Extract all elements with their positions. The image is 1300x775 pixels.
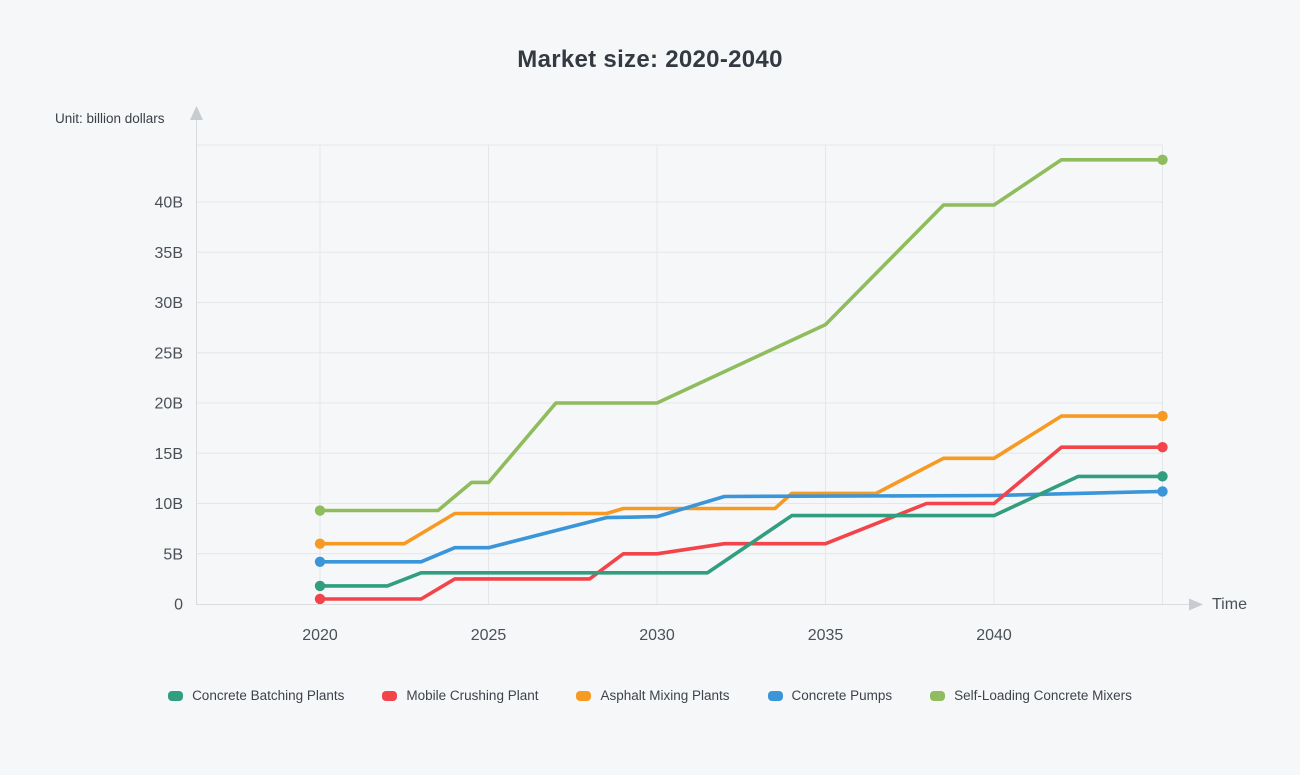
series-line-asphalt-mixing-plants	[318, 414, 1165, 546]
x-axis-time-label: Time	[1212, 596, 1247, 613]
y-tick-label: 20B	[155, 396, 183, 413]
y-tick-label: 30B	[155, 295, 183, 312]
legend-item-concrete-pumps[interactable]: Concrete Pumps	[767, 688, 893, 703]
legend: Concrete Batching Plants Mobile Crushing …	[0, 688, 1300, 703]
x-tick-label: 2020	[302, 627, 338, 644]
legend-item-label: Concrete Pumps	[791, 688, 893, 703]
series-end-dot-mobile-crushing-plant	[1157, 442, 1168, 453]
legend-item-label: Asphalt Mixing Plants	[600, 688, 730, 703]
y-tick-label: 25B	[155, 345, 183, 362]
legend-item-label: Mobile Crushing Plant	[406, 688, 539, 703]
y-tick-label: 15B	[155, 446, 183, 463]
legend-item-self-loading-concrete-mixers[interactable]: Self-Loading Concrete Mixers	[930, 688, 1132, 703]
chart-title: Market size: 2020-2040	[517, 46, 783, 73]
legend-item-asphalt-mixing-plants[interactable]: Asphalt Mixing Plants	[576, 688, 730, 703]
series-end-dot-concrete-pumps	[1157, 486, 1168, 497]
legend-swatch-icon	[382, 690, 398, 701]
series-line-self-loading-concrete-mixers	[318, 158, 1165, 513]
legend-swatch-icon	[576, 690, 592, 701]
series-end-dot-self-loading-concrete-mixers	[1157, 154, 1168, 165]
series-end-dot-concrete-batching-plants	[1157, 471, 1168, 482]
series-line-mobile-crushing-plant	[318, 445, 1165, 601]
series-start-dot-self-loading-concrete-mixers	[314, 505, 326, 516]
legend-item-label: Self-Loading Concrete Mixers	[954, 688, 1132, 703]
y-tick-label: 0	[174, 597, 183, 614]
series-start-dot-asphalt-mixing-plants	[314, 538, 326, 549]
series-start-dot-concrete-pumps	[314, 556, 326, 567]
series-start-dot-concrete-batching-plants	[314, 580, 326, 592]
series-end-dot-asphalt-mixing-plants	[1157, 410, 1168, 422]
legend-item-mobile-crushing-plant[interactable]: Mobile Crushing Plant	[382, 688, 538, 703]
legend-swatch-icon	[767, 690, 783, 701]
series-line-concrete-batching-plants	[318, 474, 1165, 588]
legend-item-concrete-batching-plants[interactable]: Concrete Batching Plants	[168, 688, 344, 703]
x-tick-label: 2040	[976, 627, 1012, 644]
y-axis-arrow-icon	[190, 106, 203, 120]
x-tick-label: 2030	[639, 627, 675, 644]
legend-item-label: Concrete Batching Plants	[192, 688, 345, 703]
x-tick-label: 2025	[471, 627, 507, 644]
legend-swatch-icon	[930, 690, 946, 701]
series-start-dot-mobile-crushing-plant	[314, 593, 326, 605]
legend-swatch-icon	[168, 690, 184, 701]
x-tick-label: 2035	[808, 627, 844, 644]
y-tick-label: 5B	[163, 546, 183, 563]
y-tick-label: 35B	[155, 245, 183, 262]
series-line-concrete-pumps	[318, 489, 1165, 564]
y-tick-label: 10B	[155, 496, 183, 513]
y-tick-label: 40B	[155, 195, 183, 212]
y-axis-unit-label: Unit: billion dollars	[55, 111, 165, 126]
x-axis-arrow-icon	[1189, 598, 1203, 611]
